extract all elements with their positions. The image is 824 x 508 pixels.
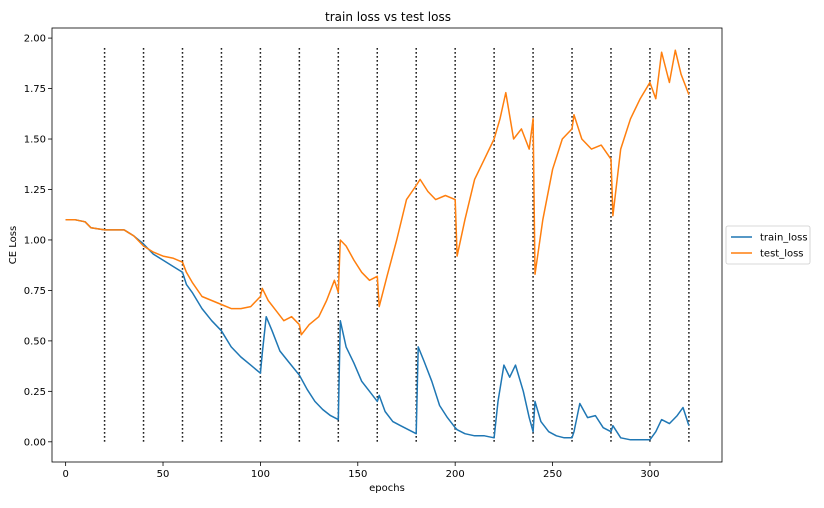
y-tick-label: 1.25	[24, 185, 46, 196]
legend-label-train-loss: train_loss	[760, 233, 808, 244]
x-tick-label: 250	[543, 469, 562, 480]
y-axis: 0.00 0.25 0.50 0.75 1.00 1.25 1.50 1.75 2.00	[24, 34, 52, 448]
y-tick-label: 0.75	[24, 286, 46, 297]
legend-label-test-loss: test_loss	[760, 249, 804, 260]
chart-title: train loss vs test loss	[325, 10, 451, 24]
y-tick-label: 1.00	[24, 235, 46, 246]
x-tick-label: 300	[640, 469, 659, 480]
plot-area-frame	[51, 27, 723, 463]
series-layer	[65, 49, 690, 441]
x-axis-label: epochs	[369, 483, 405, 494]
legend-box	[725, 225, 811, 265]
y-tick-label: 0.25	[24, 387, 46, 398]
y-tick-label: 0.50	[24, 336, 46, 347]
series-line-train-loss	[65, 219, 690, 441]
y-tick-label: 1.50	[24, 135, 46, 146]
x-tick-label: 50	[157, 469, 170, 480]
x-tick-label: 0	[62, 469, 68, 480]
series-line-test-loss	[65, 49, 690, 336]
y-tick-label: 2.00	[24, 34, 46, 45]
legend: train_loss test_loss	[725, 225, 811, 265]
x-axis: 0 50 100 150 200 250 300	[62, 462, 659, 480]
y-tick-label: 0.00	[24, 437, 46, 448]
x-tick-label: 150	[348, 469, 367, 480]
y-axis-label: CE Loss	[8, 226, 19, 264]
x-tick-label: 200	[446, 469, 465, 480]
x-tick-label: 100	[251, 469, 270, 480]
y-tick-label: 1.75	[24, 84, 46, 95]
